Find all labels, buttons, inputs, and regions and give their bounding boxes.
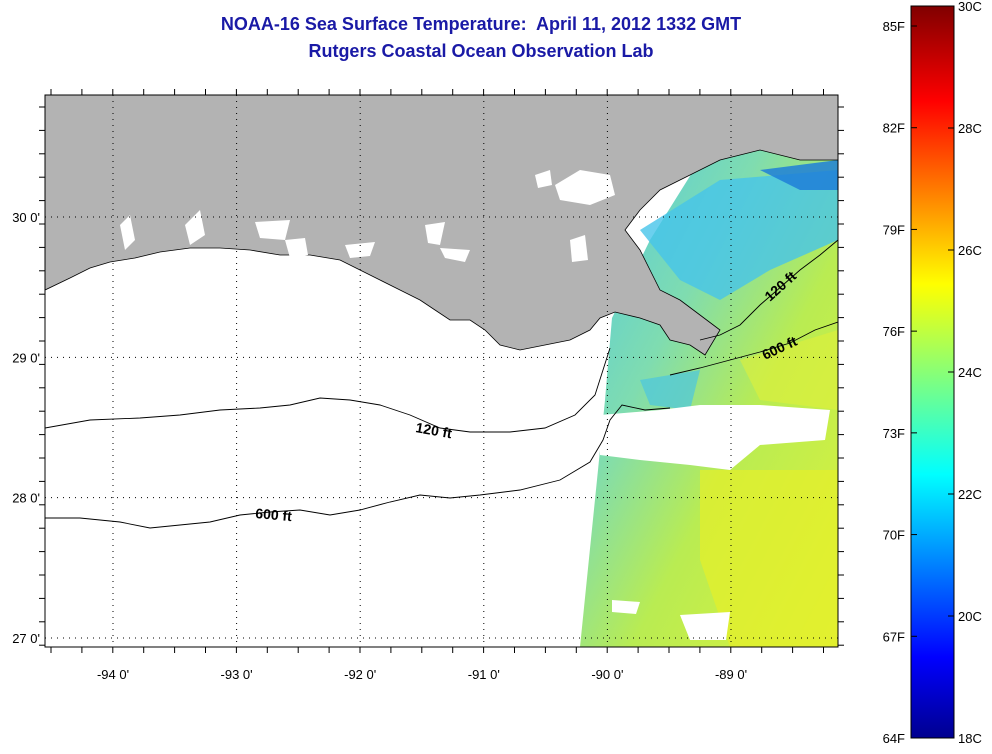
- map-title: NOAA-16 Sea Surface Temperature: April 1…: [220, 14, 742, 34]
- lake: [285, 238, 308, 258]
- sst-cool-patch: [640, 170, 838, 300]
- colorbar-c-label: 18C: [958, 731, 982, 746]
- lake: [345, 242, 375, 258]
- colorbar-f-label: 76F: [883, 324, 905, 339]
- colorbar-f-label: 85F: [883, 19, 905, 34]
- colorbar-c-label: 30C: [958, 0, 982, 14]
- lat-tick-label: 27 0': [12, 631, 40, 646]
- sst-warm-patch: [700, 470, 838, 647]
- lake: [255, 220, 290, 240]
- colorbar-labels: 85F 82F 79F 76F 73F 70F 67F 64F 30C 28C 26C 24C 22C 2…: [883, 0, 982, 746]
- sst-warm-patch: [740, 330, 838, 410]
- colorbar-c-label: 20C: [958, 609, 982, 624]
- colorbar-f-label: 64F: [883, 731, 905, 746]
- graticule: 30 0' 29 0' 28 0' 27 0' -94 0' -93 0' -92 0' -9…: [12, 89, 844, 682]
- colorbar-f-label: 82F: [883, 121, 905, 136]
- colorbar-f-label: 70F: [883, 528, 905, 543]
- lat-tick-label: 28 0': [12, 491, 40, 506]
- lake: [570, 235, 588, 262]
- colorbar-f-label: 67F: [883, 629, 905, 644]
- lat-tick-label: 29 0': [12, 350, 40, 365]
- cloud-gap: [612, 600, 640, 614]
- colorbar-f-label: 79F: [883, 222, 905, 237]
- cloud-gap: [600, 405, 830, 470]
- lake: [120, 215, 135, 250]
- colorbar-c-label: 22C: [958, 487, 982, 502]
- lake: [535, 170, 552, 188]
- lat-tick-label: 30 0': [12, 210, 40, 225]
- lon-tick-label: -90 0': [591, 667, 623, 682]
- sst-cool-patch: [760, 160, 838, 190]
- contour-600ft-east: [669, 321, 838, 376]
- colorbar-c-label: 28C: [958, 121, 982, 136]
- sst-cool-patch: [640, 370, 700, 410]
- colorbar-c-label: 24C: [958, 365, 982, 380]
- map-frame: [44, 94, 839, 648]
- contour-600ft-west: [45, 404, 671, 529]
- map-subtitle: Rutgers Coastal Ocean Observation Lab: [308, 41, 654, 61]
- cloud-gap: [680, 612, 730, 640]
- lon-tick-label: -92 0': [344, 667, 376, 682]
- lake: [425, 222, 445, 245]
- colorbar-c-label: 26C: [958, 243, 982, 258]
- colorbar: [910, 5, 955, 739]
- contour-label: 600 ft: [255, 505, 293, 524]
- lake: [555, 170, 615, 205]
- contour-120ft-east: [699, 239, 838, 341]
- lon-tick-label: -93 0': [221, 667, 253, 682]
- contour-layer: 120 ft 600 ft 120 ft 600 ft: [45, 239, 838, 529]
- lon-tick-label: -94 0': [97, 667, 129, 682]
- contour-120ft-west: [45, 347, 611, 433]
- contour-label: 120 ft: [414, 419, 453, 441]
- lon-tick-label: -91 0': [468, 667, 500, 682]
- colorbar-f-label: 73F: [883, 426, 905, 441]
- lake: [185, 210, 205, 245]
- lon-tick-label: -89 0': [715, 667, 747, 682]
- lake: [440, 248, 470, 262]
